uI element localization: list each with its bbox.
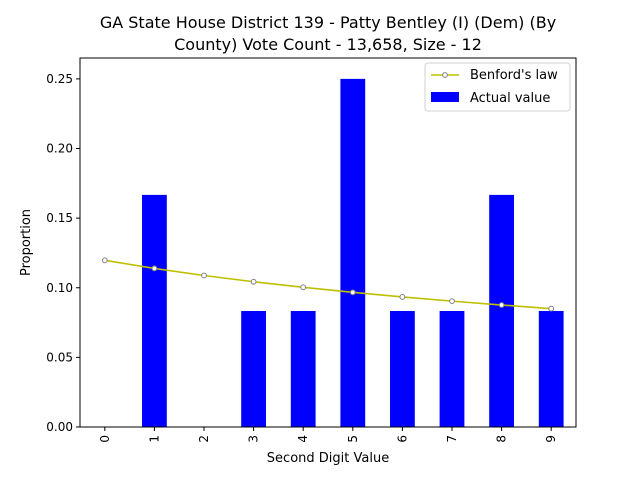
x-tick-label: 6 [395, 435, 409, 443]
benford-line-series [101, 257, 555, 312]
y-axis: 0.00 0.05 0.10 0.15 0.20 0.25 [46, 72, 80, 434]
bar-4 [290, 311, 316, 427]
bar-1 [142, 194, 167, 427]
x-tick-label: 2 [197, 435, 211, 443]
x-tick-label: 4 [296, 435, 310, 443]
y-tick-label: 0.20 [46, 142, 73, 156]
legend-bar-swatch [431, 92, 459, 102]
x-tick-label: 5 [346, 435, 360, 443]
benford-point-9 [548, 305, 555, 312]
benford-point-2 [201, 272, 207, 279]
benford-point-8 [498, 302, 505, 308]
benford-point-0 [101, 257, 108, 264]
legend: Benford's law Actual value [424, 62, 571, 112]
chart-title: GA State House District 139 - Patty Bent… [80, 12, 576, 56]
legend-marker-swatch [442, 72, 448, 78]
y-axis-label: Proportion [19, 209, 34, 276]
x-tick-label: 1 [147, 435, 161, 443]
x-tick-label: 7 [445, 435, 459, 443]
benford-point-4 [300, 284, 307, 291]
chart-title-line-1: GA State House District 139 - Patty Bent… [99, 13, 557, 32]
bar-9 [538, 311, 564, 427]
legend-box [424, 62, 571, 112]
legend-label-actual: Actual value [470, 91, 550, 106]
benford-point-1 [151, 265, 158, 272]
y-tick-label: 0.05 [46, 350, 73, 364]
y-tick-label: 0.25 [46, 72, 73, 86]
y-tick-label: 0.10 [46, 281, 73, 295]
benford-line [104, 259, 552, 310]
chart-title-line-2: County) Vote Count - 13,658, Size - 12 [174, 35, 482, 54]
benford-point-3 [250, 278, 257, 285]
x-axis: 0 1 2 3 4 5 6 7 8 9 [98, 427, 558, 443]
legend-label-benford: Benford's law [470, 68, 558, 83]
x-tick-label: 9 [544, 435, 558, 443]
bar-8 [489, 194, 514, 427]
bar-5 [340, 78, 366, 428]
bar-series [142, 78, 564, 428]
y-tick-label: 0.00 [46, 420, 73, 434]
benford-point-6 [399, 294, 406, 300]
benford-point-7 [449, 298, 455, 305]
benford-point-5 [349, 289, 356, 296]
bar-6 [390, 311, 415, 427]
bar-7 [439, 311, 465, 427]
x-axis-label: Second Digit Value [267, 451, 389, 466]
plot-area-frame [79, 57, 577, 428]
y-tick-label: 0.15 [46, 211, 73, 225]
bar-3 [241, 311, 266, 427]
x-tick-label: 0 [98, 435, 112, 443]
x-tick-label: 8 [495, 435, 509, 443]
x-tick-label: 3 [247, 435, 261, 443]
